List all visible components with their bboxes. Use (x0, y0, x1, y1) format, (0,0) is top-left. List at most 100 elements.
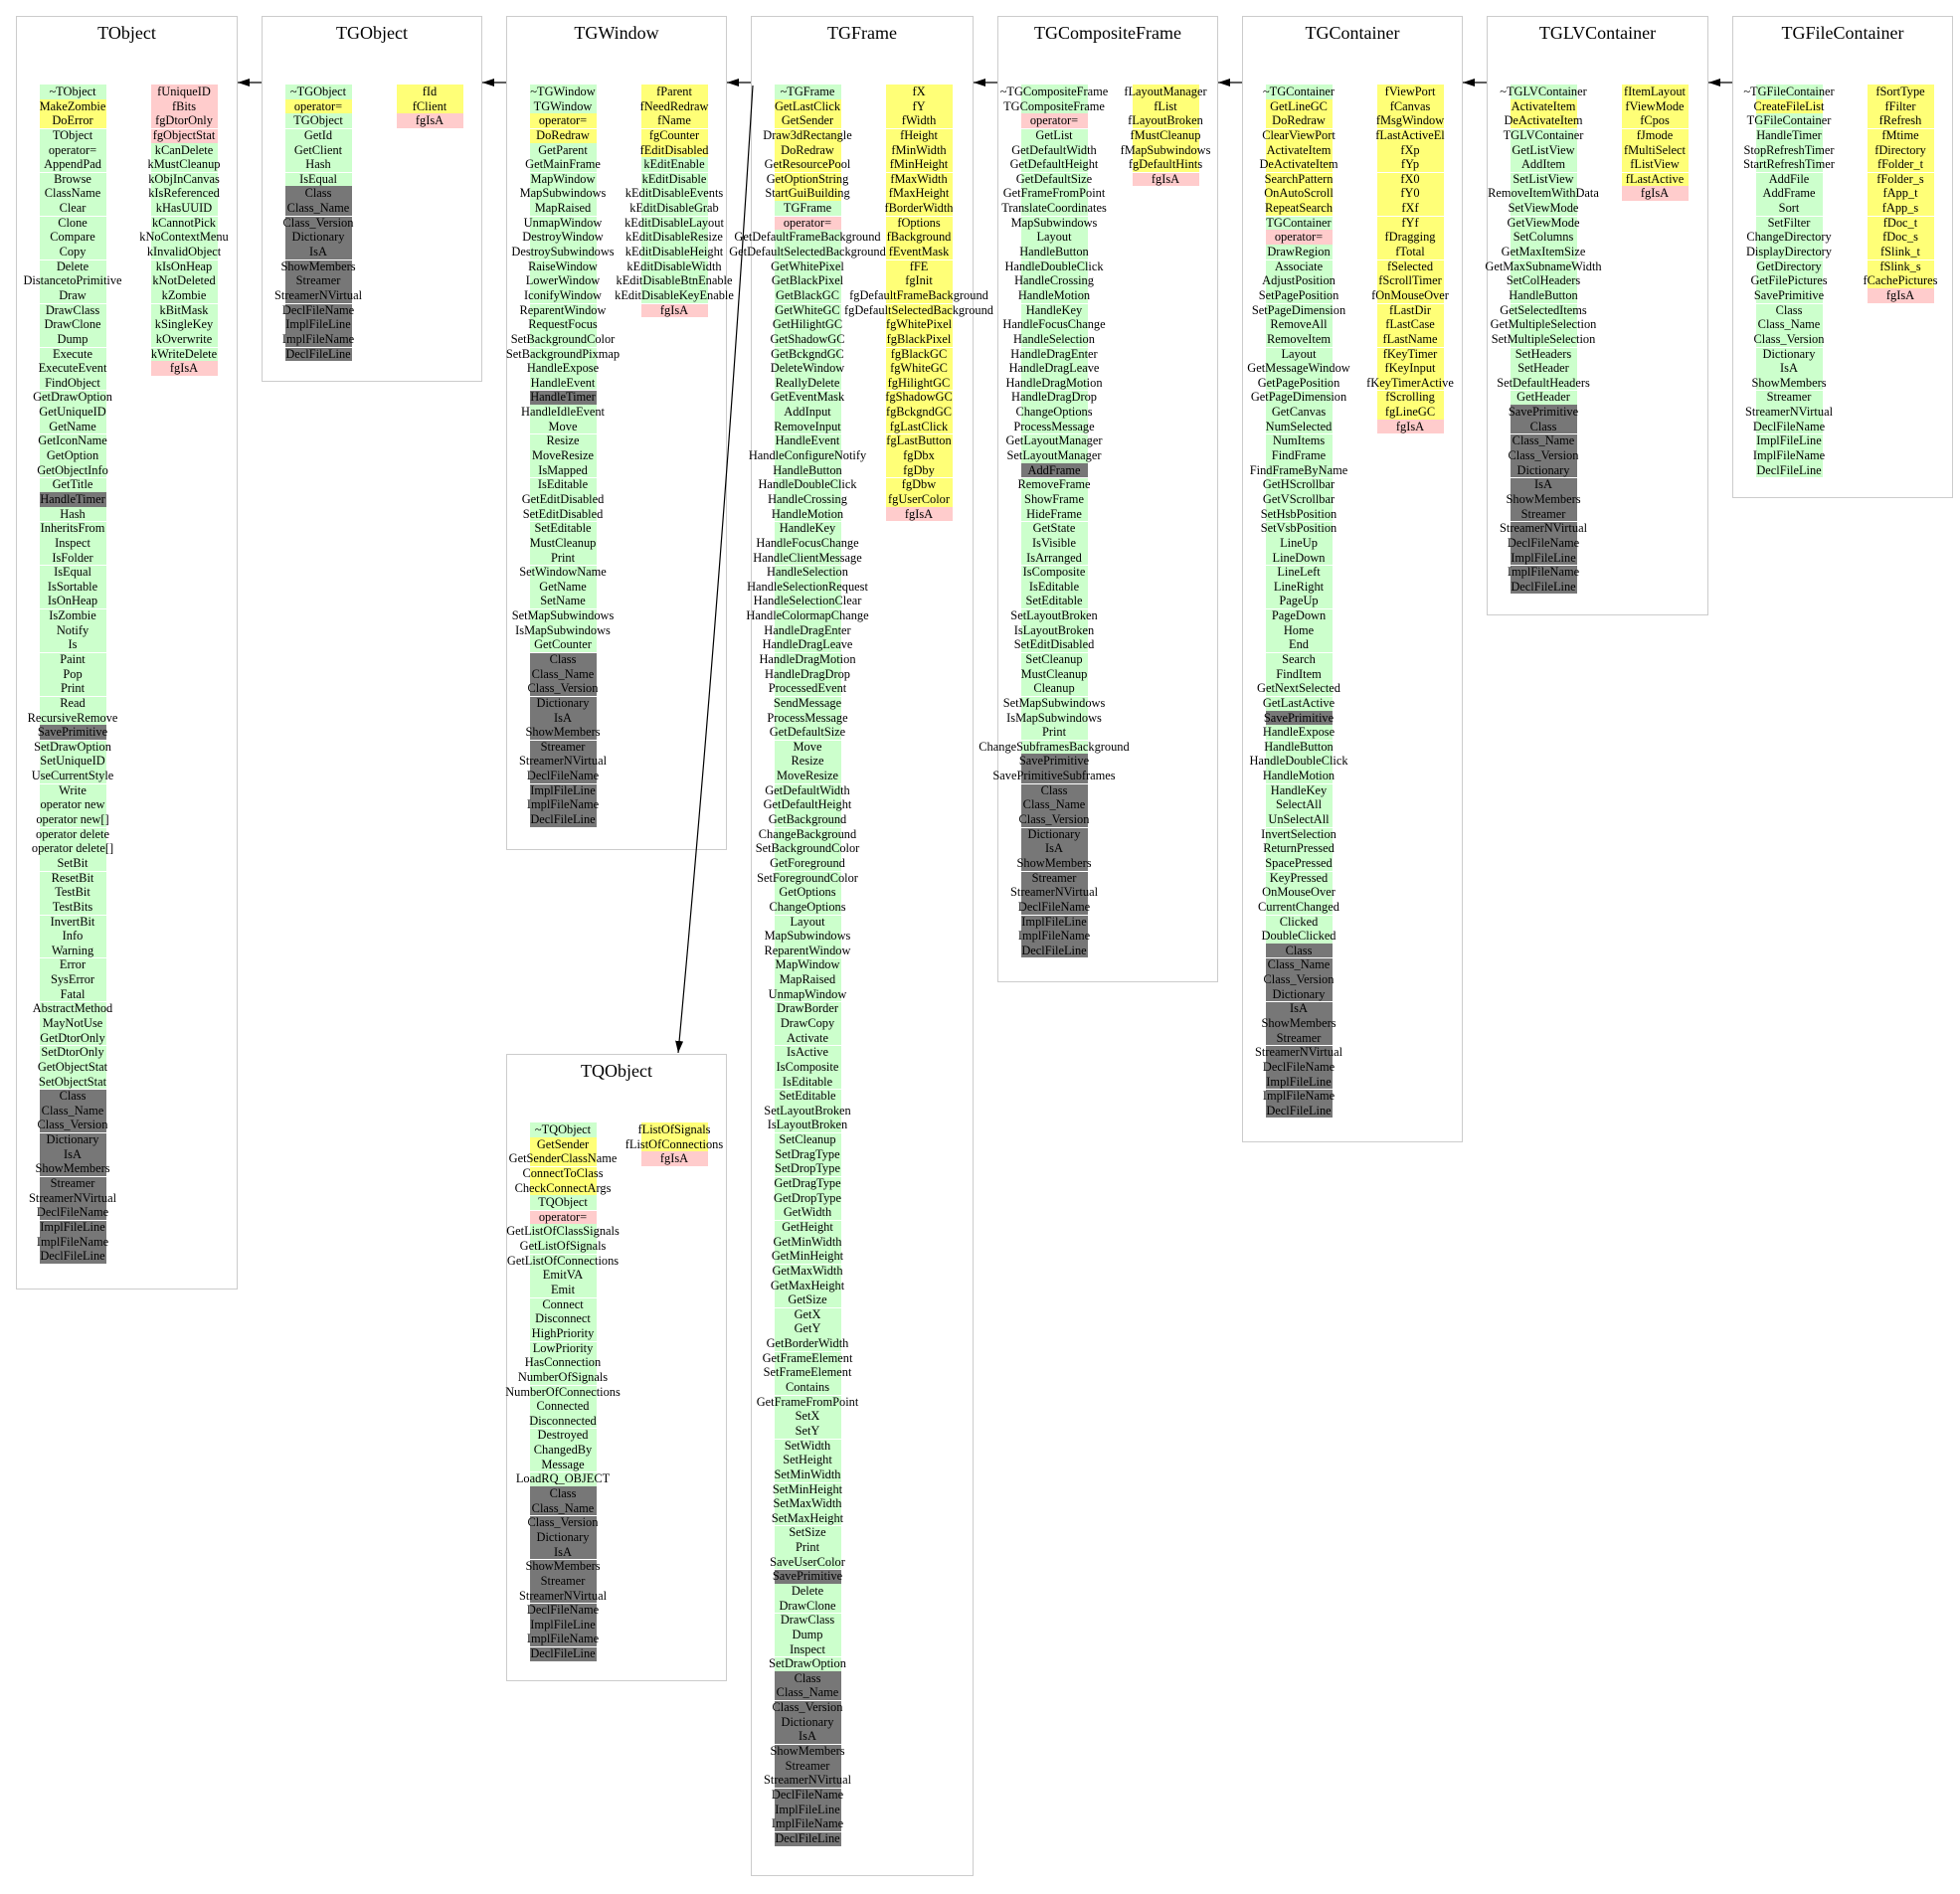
method-name: ConnectToClass (522, 1165, 604, 1180)
method-name: ImplFileName (1262, 1089, 1336, 1104)
method-name: HandleSelectionClear (753, 594, 862, 608)
member-name: fCpos (1640, 113, 1670, 128)
method-name: RepeatSearch (1264, 201, 1334, 216)
method-name: ReparentWindow (764, 943, 851, 957)
method-name: SetMinWidth (774, 1466, 841, 1481)
method-name: GetPagePosition (1257, 375, 1340, 390)
method-name: SetBackgroundColor (510, 331, 616, 346)
method-name: Class_Version (1753, 331, 1825, 346)
method-name: SetLayoutManager (1006, 448, 1102, 463)
method-name: SearchPattern (1264, 171, 1334, 186)
method-name: Class_Name (1757, 317, 1821, 332)
method-highlight (39, 1059, 106, 1075)
member-name: fBorderWidth (884, 201, 954, 216)
method-name: GetBlackGC (775, 287, 840, 302)
member-highlight (150, 142, 218, 158)
method-highlight (39, 1205, 106, 1220)
method-name: GetDefaultWidth (765, 782, 850, 797)
method-name: LineLeft (1277, 565, 1321, 580)
member-name: fMaxWidth (890, 171, 948, 186)
method-highlight (39, 1045, 106, 1060)
method-name: SetHeader (1517, 361, 1569, 376)
method-name: ResetBit (51, 870, 94, 885)
member-name: kWriteDelete (150, 346, 218, 361)
method-name: ImplFileLine (285, 317, 351, 332)
method-highlight (39, 1146, 106, 1162)
method-highlight (284, 230, 352, 246)
method-name: StreamerNVirtual (273, 287, 363, 302)
method-highlight (774, 375, 841, 391)
method-highlight (39, 725, 106, 740)
method-highlight (39, 651, 106, 667)
method-highlight (39, 637, 106, 652)
method-name: GetViewMode (1507, 215, 1580, 230)
method-name: Streamer (50, 1176, 95, 1191)
method-name: Class_Name (1267, 957, 1331, 972)
method-name: ShowMembers (280, 258, 356, 273)
method-name: GetSize (788, 1292, 827, 1307)
member-name: fgWhiteGC (890, 361, 948, 376)
method-highlight (284, 258, 352, 274)
method-highlight (529, 85, 597, 99)
method-name: SetBackgroundPixmap (505, 346, 621, 361)
member-name: fDirectory (1874, 142, 1926, 157)
member-name: fgLineGC (1384, 405, 1436, 420)
method-name: Class_Version (37, 1118, 108, 1132)
member-name: kCannotPick (151, 215, 217, 230)
method-name: GetListView (1512, 142, 1575, 157)
method-name: MapSubwindows (519, 186, 607, 201)
method-name: LoadRQ_OBJECT (515, 1471, 611, 1486)
member-name: fgIsA (1151, 171, 1180, 186)
method-highlight (529, 462, 597, 478)
method-name: Cleanup (1033, 681, 1075, 696)
method-highlight (529, 477, 597, 492)
method-highlight (39, 841, 106, 856)
member-name: kNotDeleted (152, 273, 216, 288)
member-name: fBackground (886, 230, 952, 245)
method-name: SendMessage (773, 695, 842, 710)
method-name: StopRefreshTimer (1743, 142, 1835, 157)
method-name: HandleExpose (1262, 725, 1336, 740)
method-name: SetEditable (534, 521, 592, 536)
method-name: Streamer (785, 1758, 830, 1773)
method-name: Class (549, 651, 577, 666)
method-name: IsA (309, 245, 327, 259)
method-name: GetObjectStat (37, 1059, 108, 1074)
method-name: StreamerNVirtual (518, 754, 608, 769)
member-name: fLayoutManager (1124, 85, 1207, 98)
method-name: GetListOfClassSignals (506, 1224, 620, 1239)
method-name: SavePrimitive (1018, 754, 1090, 769)
method-name: StreamerNVirtual (28, 1190, 117, 1205)
member-name: fApp_s (1881, 201, 1919, 216)
member-name: fListOfConnections (624, 1136, 724, 1151)
member-name: fgIsA (1640, 186, 1670, 201)
method-name: LowerWindow (525, 273, 601, 288)
method-name: DeclFileName (771, 1787, 844, 1802)
method-name: IsEqual (54, 565, 91, 580)
method-name: StreamerNVirtual (1744, 405, 1834, 420)
member-name: fMaxHeight (888, 186, 950, 201)
method-highlight (39, 855, 106, 871)
method-highlight (529, 346, 597, 362)
method-name: IsSortable (47, 579, 98, 594)
method-highlight (774, 273, 841, 288)
method-name: Move (548, 419, 578, 433)
member-name: fViewPort (1384, 85, 1436, 98)
method-name: Sort (1778, 201, 1800, 216)
method-name: AdjustPosition (1262, 273, 1336, 288)
method-name: Dictionary (536, 1529, 590, 1544)
method-name: AppendPad (44, 157, 101, 172)
method-name: DeclFileLine (285, 346, 351, 361)
method-name: Class (1040, 782, 1068, 797)
method-name: SetColHeaders (1506, 273, 1581, 288)
method-name: HandleDragDrop (764, 666, 851, 681)
member-name: fXp (1400, 142, 1420, 157)
method-name: SetHeight (783, 1453, 832, 1467)
method-highlight (39, 85, 106, 99)
method-name: Class_Version (1508, 448, 1579, 463)
member-highlight (150, 127, 218, 143)
method-highlight (774, 346, 841, 362)
method-name: ImplFileLine (530, 1617, 596, 1632)
method-highlight (774, 287, 841, 303)
method-highlight (529, 769, 597, 783)
